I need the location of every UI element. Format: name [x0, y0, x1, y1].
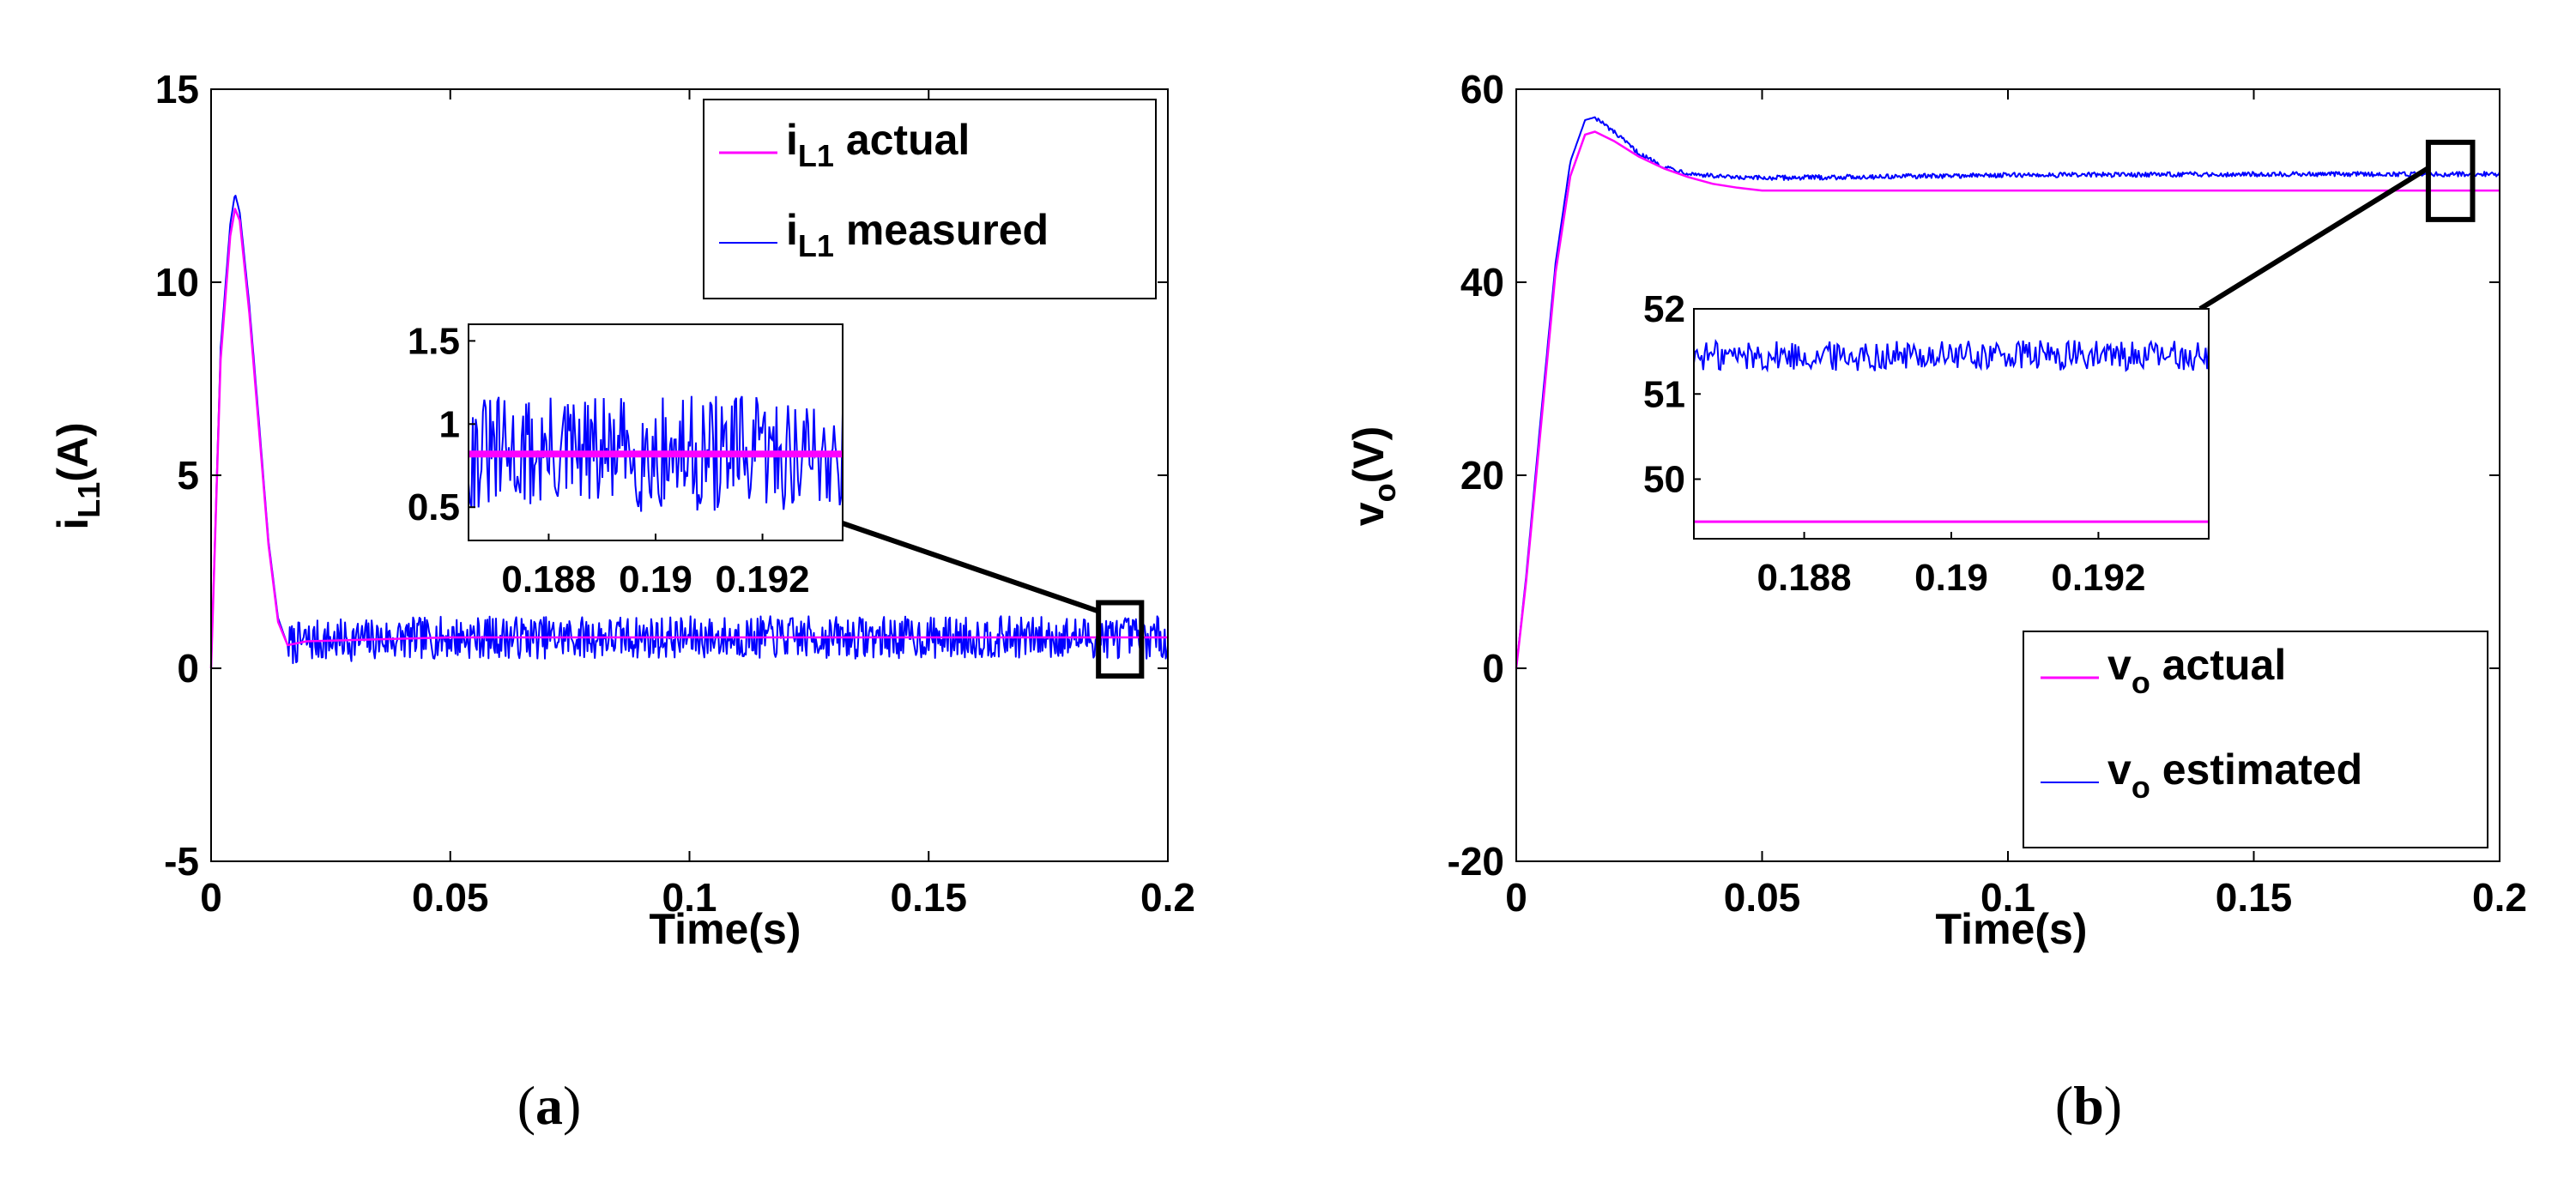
- chart-b-legend-actual-sub: o: [2132, 665, 2150, 700]
- chart-a-legend-label-actual: iL1 actual: [786, 116, 970, 173]
- chart-b-legend-estimated-rest: estimated: [2150, 745, 2362, 794]
- chart-b-xtick-label: 0.2: [2472, 875, 2527, 920]
- panel-label-b-open: (: [2055, 1075, 2073, 1136]
- chart-b-legend-estimated-main: v: [2107, 745, 2132, 794]
- chart-a-legend: iL1 actual iL1 measured: [703, 99, 1157, 299]
- chart-b-ylabel-sub: o: [1367, 483, 1402, 502]
- chart-b-legend-estimated-sub: o: [2132, 770, 2150, 805]
- chart-a-inset-series-measured: [468, 395, 844, 512]
- chart-a-inset-xtick-label: 0.19: [619, 558, 692, 601]
- chart-b-legend-actual-main: v: [2107, 641, 2132, 689]
- chart-b-inset-ytick-label: 50: [1643, 459, 1685, 501]
- chart-a-legend-measured-main: i: [786, 206, 798, 254]
- chart-b-ytick-label: 60: [1460, 67, 1504, 112]
- chart-a-zoom-box: [1096, 600, 1145, 679]
- panel-label-b: (b): [2055, 1075, 2122, 1136]
- chart-a-series-actual: [209, 208, 1168, 669]
- chart-a-inset-lines: [468, 395, 844, 512]
- chart-b-zoom-box: [2425, 139, 2476, 222]
- panel-label-a-letter: a: [535, 1075, 563, 1136]
- chart-b-ytick-label: 0: [1482, 646, 1504, 691]
- chart-a-inset-ticks: 0.188 0.19 0.192 0.5 1 1.5: [408, 320, 844, 601]
- chart-b-ylabel-unit: (V): [1345, 426, 1393, 484]
- chart-a-xtick-label: 0.05: [412, 875, 489, 920]
- chart-b-inset-ytick-label: 52: [1643, 288, 1685, 330]
- chart-b-inset: 0.188 0.19 0.192 50 51 52: [1643, 288, 2210, 599]
- chart-a-ytick-label: 15: [155, 67, 199, 112]
- chart-b-inset-xtick-label: 0.19: [1914, 557, 1988, 599]
- chart-a-ylabel-unit: (A): [49, 422, 97, 481]
- chart-a-inset-xtick-label: 0.192: [716, 558, 810, 601]
- chart-a-zoom-connector: [842, 521, 1100, 614]
- chart-a-xlabel: Time(s): [650, 905, 801, 953]
- chart-b-series-actual: [1515, 130, 2500, 669]
- chart-b-legend-actual-rest: actual: [2150, 641, 2286, 689]
- chart-a-xtick-label: 0: [200, 875, 222, 920]
- chart-b-legend: vo actual vo estimated: [2023, 631, 2488, 848]
- chart-a-legend-label-measured: iL1 measured: [786, 206, 1049, 263]
- chart-b-zoom: [2198, 139, 2476, 311]
- chart-a-legend-measured-rest: measured: [834, 206, 1049, 254]
- chart-b-legend-label-actual: vo actual: [2107, 641, 2286, 700]
- chart-a-inset-frame: [468, 323, 844, 541]
- chart-b-inset-ytick-label: 51: [1643, 373, 1685, 415]
- chart-b-ytick-label: -20: [1448, 839, 1504, 884]
- chart-a-ytick-label: 0: [177, 646, 199, 691]
- chart-b-ytick-label: 20: [1460, 453, 1504, 498]
- chart-b-inset-xtick-label: 0.192: [2051, 557, 2145, 599]
- chart-b-xtick-label: 0.05: [1724, 875, 1801, 920]
- chart-b-xtick-label: 0.15: [2216, 875, 2293, 920]
- chart-a-inset: 0.188 0.19 0.192 0.5 1 1.5: [408, 320, 844, 601]
- chart-b-inset-lines: [1693, 339, 2210, 523]
- panel-label-a-open: (: [517, 1075, 535, 1136]
- chart-a-legend-box: [703, 99, 1157, 299]
- chart-a-ylabel-main: i: [49, 518, 97, 530]
- chart-a-xtick-label: 0.1: [662, 875, 717, 920]
- chart-a-inset-ytick-label: 1: [439, 403, 460, 445]
- panel-label-b-close: ): [2104, 1075, 2122, 1136]
- chart-a-inset-xtick-label: 0.188: [501, 558, 596, 601]
- chart-b-legend-label-estimated: vo estimated: [2107, 745, 2362, 805]
- chart-b-xlabel: Time(s): [1936, 905, 2088, 953]
- chart-b-lines: [1515, 116, 2500, 669]
- chart-a-zoom: [842, 521, 1145, 679]
- chart-b-ylabel-main: v: [1345, 502, 1393, 526]
- chart-b-inset-ticks: 0.188 0.19 0.192 50 51 52: [1643, 288, 2210, 599]
- chart-a-lines: [209, 195, 1169, 669]
- chart-a-ylabel: iL1(A): [49, 422, 106, 529]
- chart-a-ylabel-sub: L1: [71, 482, 106, 518]
- panel-label-a: (a): [517, 1075, 582, 1136]
- chart-a-legend-actual-rest: actual: [834, 116, 970, 164]
- chart-a-legend-measured-sub: L1: [798, 228, 834, 263]
- chart-b-series-measured: [1515, 116, 2500, 669]
- chart-b-inset-series-measured: [1693, 339, 2210, 373]
- chart-a-ytick-label: 10: [155, 260, 199, 305]
- chart-b-xtick-label: 0.1: [1980, 875, 2035, 920]
- chart-a-legend-actual-main: i: [786, 116, 798, 164]
- chart-a-inset-ytick-label: 0.5: [408, 486, 460, 528]
- chart-a-ytick-label: 5: [177, 453, 199, 498]
- chart-b-ylabel: vo(V): [1345, 426, 1402, 526]
- panel-label-b-letter: b: [2073, 1075, 2104, 1136]
- chart-b-zoom-connector: [2198, 166, 2430, 311]
- chart-b-inset-xtick-label: 0.188: [1757, 557, 1852, 599]
- panel-label-a-close: ): [563, 1075, 581, 1136]
- chart-a-xtick-label: 0.2: [1140, 875, 1195, 920]
- chart-b-xtick-label: 0: [1505, 875, 1527, 920]
- chart-b-legend-box: [2023, 631, 2488, 848]
- chart-a-xtick-label: 0.15: [890, 875, 967, 920]
- chart-b-ytick-label: 40: [1460, 260, 1504, 305]
- chart-a-legend-actual-sub: L1: [798, 138, 834, 173]
- chart-a-inset-ytick-label: 1.5: [408, 320, 460, 362]
- chart-a-ytick-label: -5: [164, 839, 199, 884]
- chart-b-inset-frame: [1693, 308, 2210, 540]
